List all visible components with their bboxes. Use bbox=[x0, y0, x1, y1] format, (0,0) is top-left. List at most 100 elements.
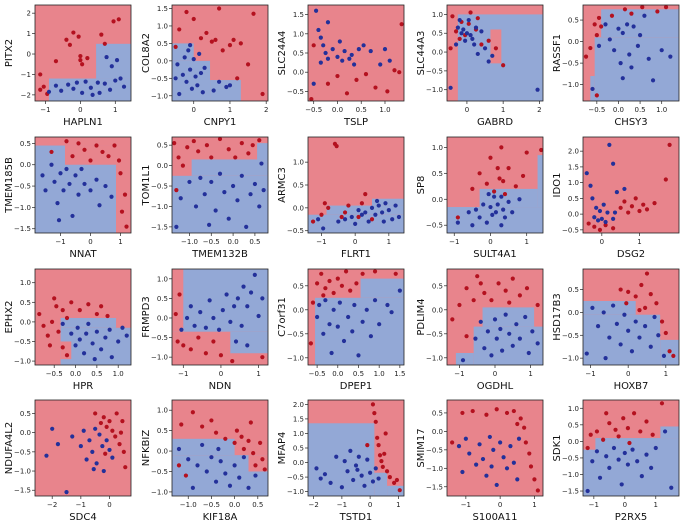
data-point-red bbox=[380, 464, 385, 470]
data-point-blue bbox=[362, 483, 367, 488]
data-point-red bbox=[104, 424, 109, 429]
data-point-red bbox=[309, 96, 314, 101]
data-point-blue bbox=[350, 329, 355, 334]
data-point-red bbox=[94, 143, 99, 148]
data-point-blue bbox=[103, 183, 108, 189]
data-point-blue bbox=[523, 314, 528, 320]
data-point-blue bbox=[173, 76, 178, 81]
x-tick-label: 0.0 bbox=[613, 106, 624, 114]
data-point-red bbox=[326, 205, 331, 210]
data-point-red bbox=[175, 339, 180, 344]
decision-region-red bbox=[616, 193, 679, 233]
decision-region-red bbox=[316, 68, 404, 101]
data-point-blue bbox=[49, 162, 54, 167]
data-point-blue bbox=[594, 449, 600, 454]
x-tick-label: 0.5 bbox=[249, 238, 260, 246]
data-point-red bbox=[180, 163, 186, 168]
data-point-red bbox=[489, 298, 494, 303]
data-point-blue bbox=[597, 475, 603, 480]
x-tick-label: −1 bbox=[316, 238, 326, 246]
y-tick-label: 0.0 bbox=[432, 306, 443, 314]
decision-region-red bbox=[447, 400, 458, 496]
data-point-blue bbox=[70, 434, 75, 439]
y-tick-label: 1.0 bbox=[432, 144, 443, 152]
data-point-red bbox=[594, 33, 599, 38]
data-point-blue bbox=[363, 210, 368, 215]
data-point-blue bbox=[590, 305, 595, 310]
data-point-blue bbox=[107, 327, 112, 332]
data-point-red bbox=[105, 313, 110, 319]
x-axis-label: HOXB7 bbox=[614, 381, 649, 392]
data-point-blue bbox=[668, 54, 673, 59]
data-point-red bbox=[501, 179, 506, 184]
y-tick-label: −0.5 bbox=[287, 88, 304, 96]
y-axis-label: SDK1 bbox=[552, 435, 563, 462]
data-point-red bbox=[110, 428, 115, 433]
data-point-red bbox=[667, 142, 672, 147]
data-point-blue bbox=[359, 473, 364, 478]
axes-frame bbox=[171, 399, 269, 497]
data-point-red bbox=[335, 276, 340, 281]
data-point-blue bbox=[235, 296, 240, 301]
data-point-blue bbox=[491, 194, 497, 199]
data-point-blue bbox=[175, 62, 180, 67]
data-point-blue bbox=[237, 475, 242, 480]
data-point-blue bbox=[361, 43, 366, 48]
y-tick-label: 0.0 bbox=[293, 204, 304, 212]
panel-tmem132b-tom1l1: −1.0 −0.5 0.0 0.5−1.5−1.0−0.50.00.5TMEM132B… bbox=[141, 136, 269, 260]
data-point-red bbox=[118, 171, 123, 176]
data-point-red bbox=[382, 451, 387, 456]
data-point-red bbox=[629, 204, 635, 209]
y-tick-label: −0.5 bbox=[426, 222, 443, 230]
data-point-blue bbox=[453, 42, 459, 47]
data-point-blue bbox=[378, 62, 383, 67]
x-tick-label: −2 bbox=[308, 501, 318, 509]
data-point-blue bbox=[209, 455, 214, 460]
data-point-blue bbox=[637, 33, 643, 38]
data-point-red bbox=[494, 407, 499, 412]
x-tick-label: −0.5 bbox=[203, 238, 220, 246]
data-point-blue bbox=[614, 321, 619, 326]
data-point-red bbox=[64, 353, 70, 358]
data-point-blue bbox=[188, 43, 193, 48]
data-point-red bbox=[213, 37, 218, 43]
data-point-red bbox=[475, 16, 480, 21]
data-point-red bbox=[177, 292, 182, 297]
data-point-red bbox=[339, 214, 344, 220]
y-tick-label: 0.0 bbox=[568, 38, 579, 46]
data-point-red bbox=[524, 150, 529, 155]
data-point-blue bbox=[325, 20, 331, 25]
data-point-red bbox=[522, 425, 527, 430]
data-point-blue bbox=[493, 210, 499, 215]
x-tick-label: −1 bbox=[585, 370, 595, 378]
y-tick-label: −1.0 bbox=[426, 465, 443, 473]
data-point-red bbox=[450, 317, 455, 322]
data-point-blue bbox=[488, 204, 493, 210]
data-point-red bbox=[654, 301, 659, 306]
data-point-blue bbox=[635, 459, 640, 464]
data-point-blue bbox=[466, 210, 471, 215]
data-point-blue bbox=[397, 288, 402, 293]
data-point-blue bbox=[190, 485, 195, 490]
data-point-blue bbox=[639, 474, 644, 479]
data-point-blue bbox=[498, 326, 503, 332]
decision-region-blue bbox=[372, 198, 404, 206]
data-point-red bbox=[218, 353, 224, 358]
data-point-blue bbox=[584, 171, 589, 176]
x-axis-label: HPR bbox=[73, 381, 94, 392]
data-point-blue bbox=[359, 212, 364, 217]
x-tick-label: 0.0 bbox=[229, 501, 240, 509]
data-point-red bbox=[373, 419, 378, 424]
data-point-blue bbox=[642, 13, 647, 18]
data-point-blue bbox=[195, 83, 200, 88]
x-tick-label: −0.5 bbox=[46, 370, 63, 378]
x-tick-label: 0 bbox=[626, 370, 630, 378]
panel-dpep1-c7orf31: −0.5 0.0 0.5 1.0 1.5 −1.0 −0.5 0.0 0.5 DPEP1 C7orf… bbox=[277, 268, 405, 392]
data-point-red bbox=[460, 410, 465, 416]
data-point-blue bbox=[368, 334, 373, 339]
y-tick-label: 0.0 bbox=[432, 196, 443, 204]
data-point-red bbox=[477, 171, 482, 176]
data-point-red bbox=[310, 300, 316, 305]
data-point-blue bbox=[222, 190, 227, 195]
data-point-blue bbox=[336, 219, 341, 224]
